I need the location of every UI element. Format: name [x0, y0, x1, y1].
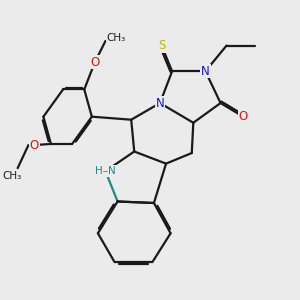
Text: S: S [158, 39, 165, 52]
Text: O: O [30, 139, 39, 152]
Text: O: O [90, 56, 100, 69]
Text: N: N [156, 97, 164, 110]
Text: N: N [201, 65, 210, 78]
Text: O: O [239, 110, 248, 123]
Text: CH₃: CH₃ [106, 33, 126, 43]
Text: CH₃: CH₃ [2, 171, 21, 181]
Text: H–N: H–N [95, 166, 116, 176]
